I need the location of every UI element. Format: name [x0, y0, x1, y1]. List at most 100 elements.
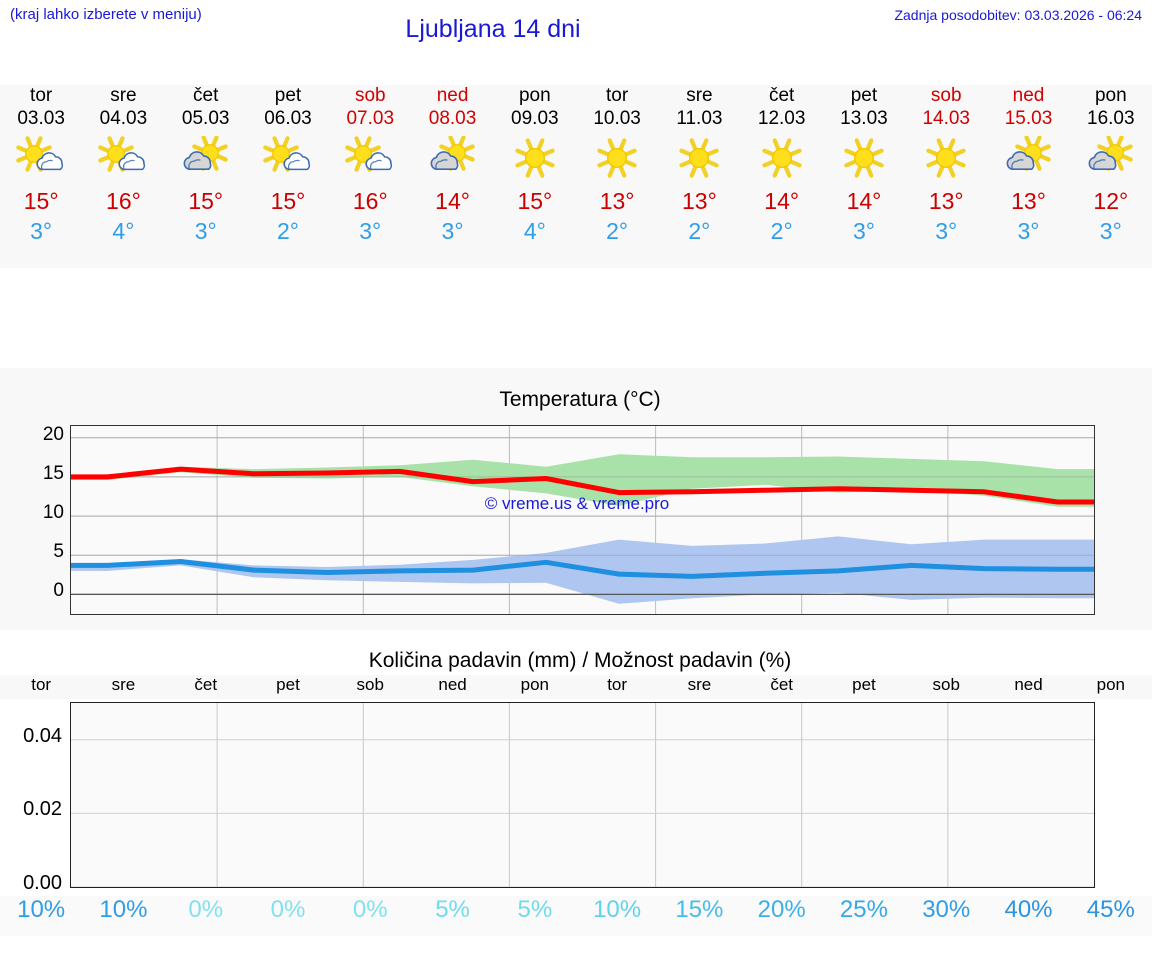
temp-min: 3° [30, 218, 53, 244]
day-column[interactable]: ned 08.03 14° 3° [411, 85, 493, 268]
precipitation-probability: 40% [1004, 896, 1053, 923]
temp-max: 15° [23, 188, 59, 214]
precipitation-probability: 5% [517, 896, 553, 923]
day-name: ned [1012, 85, 1045, 106]
sun-cloud-icon [15, 133, 67, 183]
day-name: čet [768, 85, 795, 106]
precipitation-probability: 0% [188, 896, 224, 923]
temp-min: 3° [194, 218, 217, 244]
day-date: 10.03 [593, 108, 641, 129]
precipitation-day-name: ned [1014, 675, 1043, 694]
day-name: ned [436, 85, 469, 106]
sun-icon [594, 133, 640, 183]
temp-max: 14° [764, 188, 800, 214]
sun-cloud-icon [262, 133, 314, 183]
cloud-sun-icon [1085, 133, 1137, 183]
day-name: čet [193, 85, 219, 106]
precipitation-probability: 20% [757, 896, 806, 923]
day-column[interactable]: tor 10.03 13° 2° [576, 85, 658, 268]
day-name: sre [686, 85, 713, 106]
precipitation-probability: 30% [922, 896, 971, 923]
precipitation-day-name: pet [852, 675, 876, 694]
temperature-y-tick: 15 [42, 462, 64, 484]
temp-min: 3° [359, 218, 382, 244]
day-name: pet [850, 85, 878, 106]
temp-min: 2° [606, 218, 629, 244]
precipitation-y-tick: 0.00 [23, 872, 62, 894]
temp-max: 14° [435, 188, 470, 214]
temperature-y-tick: 5 [53, 541, 64, 563]
day-column[interactable]: pet 06.03 15° 2° [247, 85, 329, 268]
day-date: 15.03 [1004, 108, 1053, 129]
temp-min: 3° [852, 218, 875, 244]
cloud-sun-icon [427, 133, 479, 183]
page-title: Ljubljana 14 dni [405, 15, 581, 43]
temp-max: 13° [682, 188, 717, 214]
day-date: 04.03 [99, 108, 148, 129]
sun-icon [759, 133, 805, 183]
day-date: 12.03 [757, 108, 806, 129]
temp-min: 3° [935, 218, 958, 244]
precipitation-day-name: tor [31, 675, 52, 694]
precipitation-probability: 45% [1086, 896, 1135, 923]
temp-max: 12° [1093, 188, 1129, 214]
precipitation-chart-section: Količina padavin (mm) / Možnost padavin … [0, 640, 1152, 940]
precipitation-day-name: pet [276, 675, 300, 694]
sun-cloud-icon [97, 133, 149, 183]
temp-min: 2° [276, 218, 299, 244]
day-date: 14.03 [922, 108, 970, 129]
precipitation-day-name: sob [356, 675, 384, 694]
day-column[interactable]: pon 09.03 15° 4° [494, 85, 576, 268]
day-column[interactable]: čet 12.03 14° 2° [741, 85, 823, 268]
day-date: 13.03 [840, 108, 888, 129]
day-column[interactable]: pon 16.03 12° 3° [1070, 85, 1152, 268]
page-header: (kraj lahko izberete v meniju) Ljubljana… [0, 0, 1152, 50]
precipitation-day-name: ned [438, 675, 467, 694]
day-column[interactable]: sob 07.03 16° 3° [329, 85, 411, 268]
day-column[interactable]: sre 11.03 13° 2° [658, 85, 740, 268]
day-date: 07.03 [346, 108, 395, 129]
temp-max: 15° [517, 188, 553, 214]
precipitation-probability: 15% [675, 896, 724, 923]
day-column[interactable]: sob 14.03 13° 3° [905, 85, 987, 268]
day-column[interactable]: ned 15.03 13° 3° [987, 85, 1069, 268]
temp-min: 2° [688, 218, 711, 244]
precipitation-plot-svg [71, 703, 1094, 887]
day-name: tor [30, 85, 53, 106]
temp-min: 3° [441, 218, 464, 244]
day-column[interactable]: pet 13.03 14° 3° [823, 85, 905, 268]
sun-icon [841, 133, 887, 183]
day-name: sre [110, 85, 137, 106]
precipitation-plot-area [70, 702, 1095, 888]
precipitation-day-name: čet [770, 675, 794, 694]
sun-cloud-icon [344, 133, 396, 183]
temperature-plot-svg: © vreme.us & vreme.pro [71, 426, 1094, 614]
day-name: sob [354, 85, 386, 106]
day-column[interactable]: tor 03.03 15° 3° [0, 85, 82, 268]
day-name: tor [606, 85, 629, 106]
precipitation-day-name: pon [520, 675, 550, 694]
day-date: 03.03 [17, 108, 65, 129]
temp-min: 3° [1099, 218, 1122, 244]
temp-min: 2° [770, 218, 793, 244]
cloud-sun-icon [180, 133, 232, 183]
temp-max: 15° [270, 188, 306, 214]
precipitation-y-tick: 0.02 [23, 798, 62, 821]
day-date: 09.03 [511, 108, 559, 129]
precipitation-probability: 0% [270, 896, 306, 923]
last-update-text: Zadnja posodobitev: 03.03.2026 - 06:24 [894, 7, 1142, 23]
day-column[interactable]: sre 04.03 16° 4° [82, 85, 164, 268]
daily-forecast-strip: tor 03.03 15° 3° sre 04.03 16° 4° čet 05.03 15°… [0, 85, 1152, 268]
day-name: pon [1094, 85, 1127, 106]
temp-max: 16° [106, 188, 141, 214]
day-name: sob [930, 85, 962, 106]
precipitation-probability: 10% [593, 896, 642, 923]
precipitation-day-name: sre [687, 675, 712, 694]
precipitation-probability-row: 10% 10% 0% 0% 0% 5% 5% 10% 15% 20% 25% 30% 40% 45% [0, 896, 1152, 936]
day-column[interactable]: čet 05.03 15° 3° [165, 85, 247, 268]
temp-max: 13° [928, 188, 964, 214]
sun-icon [676, 133, 722, 183]
temp-max: 16° [352, 188, 388, 214]
sun-icon [923, 133, 969, 183]
day-name: pet [274, 85, 302, 106]
